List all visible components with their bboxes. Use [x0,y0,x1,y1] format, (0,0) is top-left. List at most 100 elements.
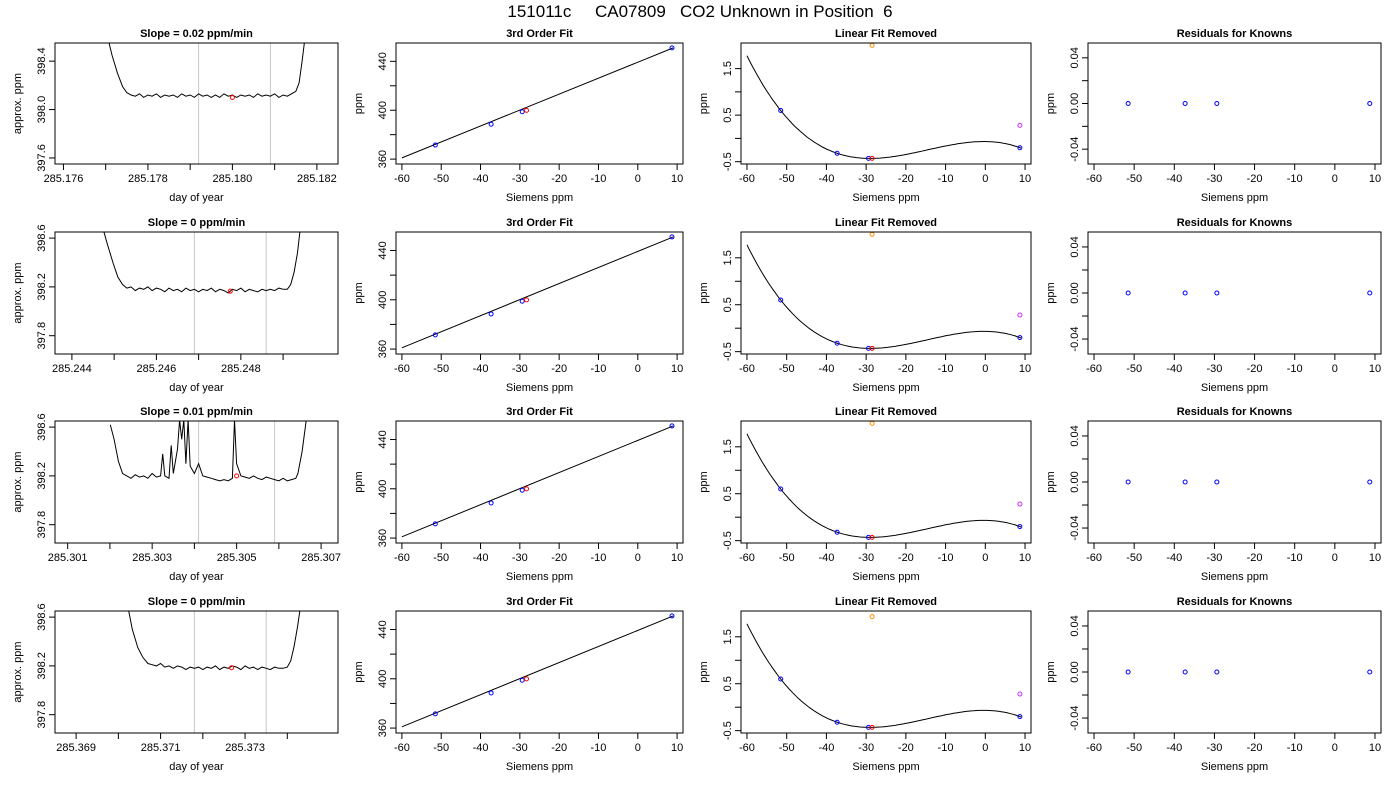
panel-r3-residual_curve-ytick-label: -0.5 [722,721,734,740]
panel-r2-timeseries-ytick-label: 397.8 [36,511,48,539]
panel-r1-timeseries: Slope = 0 ppm/min 285.244 285.246 285.248 39… [12,217,339,394]
panel-r1-fit-xtick-label: 10 [671,363,683,375]
panel-r0-known_residuals-xtick-label: -10 [1287,173,1303,185]
panel-r0-residual_curve-xtick-label: 10 [1019,173,1031,185]
panel-r2-residual_curve-data [746,421,1023,540]
panel-r3-residual_curve-known-point [834,719,840,725]
panel-r1-residual_curve-xlabel: Siemens ppm [852,382,919,394]
panel-r3-residual_curve-xtick-label: 10 [1019,742,1031,754]
panel-r1-fit-known-point [488,311,494,317]
panel-r3-known_residuals-xtick-label: 0 [1332,742,1338,754]
panel-r0-timeseries-trace [108,43,305,99]
panel-r3-fit-xlabel: Siemens ppm [506,761,573,773]
panel-r0-fit-xtick-label: -10 [591,173,607,185]
panel-r2-residual_curve-xtick-label: -30 [858,552,874,564]
panel-r2-fit-xtick-label: -40 [473,552,489,564]
panel-r0-fit-xtick-label: 0 [635,173,641,185]
panel-r1-known_residuals-xtick-label: 10 [1369,363,1381,375]
panel-r1-residual_curve-xtick-label: 0 [982,363,988,375]
panel-r3-known_residuals-xtick-label: -10 [1287,742,1303,754]
panel-r1-residual_curve-outlier-point [1017,312,1023,318]
panel-r2-fit-xtick-label: 0 [635,552,641,564]
panel-r2-known_residuals-xtick-label: -10 [1287,552,1303,564]
panel-r1-residual_curve-xtick-label: -40 [818,363,834,375]
panel-r3-timeseries-data [128,611,301,733]
panel-r2-fit-xtick-label: -50 [433,552,449,564]
panel-r1-residual_curve-unknown-point [869,345,875,351]
panel-r0-known_residuals-ylabel: ppm [1045,93,1057,114]
panel-r1-fit-ytick-label: 360 [377,340,389,358]
panel-r1-fit-xtick-label: -20 [551,363,567,375]
panel-r2-timeseries-xtick-label: 285.305 [217,552,257,564]
panel-r2-timeseries-ytick-label: 398.6 [36,413,48,441]
panel-r2-fit-ylabel: ppm [353,471,365,492]
panel-r2-residual_curve-known-point [834,529,840,535]
panel-r1-known_residuals-xtick-label: -60 [1086,363,1102,375]
panel-r0-known_residuals-xtick-label: -20 [1247,173,1263,185]
panel-r2-fit-xtick-label: -10 [591,552,607,564]
panel-r2-residual_curve-known-point [1017,524,1023,530]
panel-r0-timeseries-title: Slope = 0.02 ppm/min [140,28,253,40]
panel-r1-fit-data [401,234,675,349]
panel-r1-fit-ylabel: ppm [353,282,365,303]
panel-r3-timeseries-title: Slope = 0 ppm/min [148,596,246,608]
panel-r1-residual_curve-known-point [778,297,784,303]
panel-r2-fit-frame [395,420,684,544]
panel-r0-fit-ytick-label: 360 [377,150,389,168]
panel-r3-timeseries-ytick-label: 398.6 [36,603,48,631]
panel-r1-known_residuals-xtick-label: -40 [1166,363,1182,375]
panel-r2-fit-known-point [432,521,438,527]
panel-r2-fit-xtick-label: -60 [394,552,410,564]
panel-r0-fit-known-point [488,121,494,127]
panel-r3-known_residuals-ytick-label: 0.00 [1069,661,1081,682]
panel-r0-known_residuals-ytick-label: 0.04 [1069,47,1081,68]
panel-r3-timeseries-ytick-label: 398.2 [36,652,48,680]
panel-r1-fit-frame [395,231,684,355]
panel-r1-residual_curve-unknown-alt-point [869,232,875,237]
panel-r1-fit-xtick-label: -30 [512,363,528,375]
panel-r0-fit-ytick-label: 400 [377,101,389,119]
panel-r3-residual_curve-ytick-label: 0.5 [722,676,734,691]
panel-r0-fit-unknown-point [524,107,530,113]
panel-r2-known_residuals-xtick-label: 0 [1332,552,1338,564]
panel-r3-residual_curve-xlabel: Siemens ppm [852,761,919,773]
panel-r0-residual_curve-ytick-label: 1.5 [722,61,734,76]
panel-r2-known_residuals-frame [1087,420,1382,544]
panel-r3-fit-known-point [432,711,438,717]
panel-r2-residual_curve-unknown-alt-point [869,421,875,426]
panel-r1-residual_curve-fit-curve [746,244,1022,349]
panel-r1-residual_curve-ylabel: ppm [698,282,710,303]
panel-r2-fit-known-point [488,500,494,506]
panel-r2-residual_curve-xtick-label: -60 [739,552,755,564]
panel-r3-residual_curve-xtick-label: -10 [938,742,954,754]
panel-r3-fit-xtick-label: -60 [394,742,410,754]
panel-r1-known_residuals: Residuals for Knowns -60 -50 -40 -30 -20 -10 0 1… [1045,217,1382,394]
panel-r3-fit-data [401,613,675,728]
panel-r1-timeseries-ytick-label: 398.2 [36,273,48,301]
panel-r2-fit-ytick-label: 440 [377,430,389,448]
panel-r3-fit-frame [395,610,684,734]
panel-r0-residual_curve-xtick-label: -40 [818,173,834,185]
panel-r0-fit-xtick-label: -60 [394,173,410,185]
panel-r3-residual_curve-ylabel: ppm [698,661,710,682]
panel-r0-timeseries-xtick-label: 285.180 [213,173,253,185]
panel-r1-known_residuals-xtick-label: -20 [1247,363,1263,375]
panel-r2-fit: 3rd Order Fit -60 -50 -40 -30 -20 -10 0 10 360 400… [353,406,684,583]
panel-r0-residual_curve-unknown-alt-point [869,43,875,48]
panel-r1-known_residuals-xtick-label: 0 [1332,363,1338,375]
panel-r0-fit-xtick-label: -50 [433,173,449,185]
panel-r1-known_residuals-xlabel: Siemens ppm [1201,382,1268,394]
panel-r2-known_residuals-ytick-label: 0.00 [1069,471,1081,492]
panel-r0-residual_curve-xlabel: Siemens ppm [852,192,919,204]
panel-r0-residual_curve-known-point [834,150,840,156]
panel-r0-timeseries-ylabel: approx. ppm [12,73,24,134]
panel-r2-residual_curve-fit-curve [746,433,1022,538]
panel-r3-fit-xtick-label: 0 [635,742,641,754]
panel-r1-timeseries-ytick-label: 398.6 [36,224,48,252]
panel-r1-fit-known-point [519,298,525,304]
panel-r0-residual_curve-ytick-label: 0.5 [722,107,734,122]
panel-r0-fit-xtick-label: 10 [671,173,683,185]
panel-r1-known_residuals-known-point [1125,290,1131,296]
panel-r2-fit-xtick-label: -30 [512,552,528,564]
panel-r3-residual_curve-frame [740,610,1032,734]
